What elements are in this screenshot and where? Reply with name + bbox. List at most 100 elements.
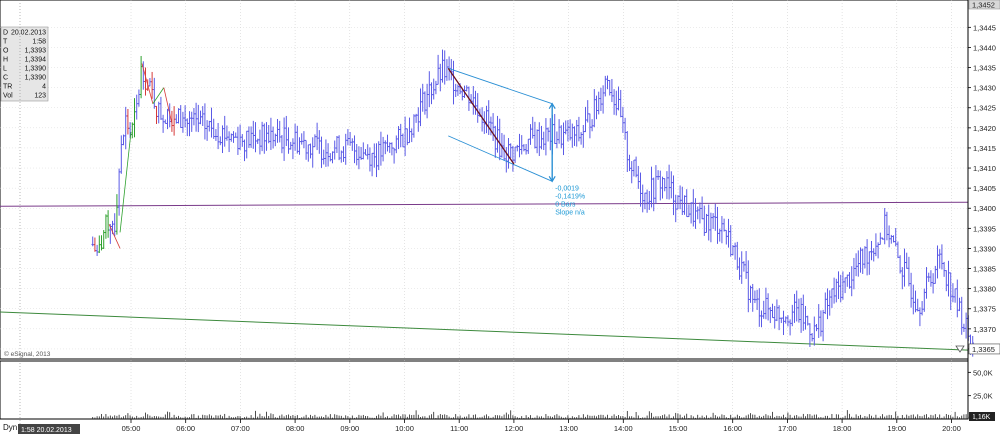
price-tick-label: 1,3400 — [973, 204, 996, 213]
time-tick-label: 17:00 — [778, 424, 797, 433]
swing-line — [163, 87, 173, 124]
volume-last-box — [969, 412, 995, 421]
swing-line — [119, 131, 132, 233]
price-tick-label: 1,3430 — [973, 84, 996, 93]
time-tick-label: 05:00 — [122, 424, 141, 433]
volume-tick-label: 50,0K — [973, 368, 993, 377]
ohlc-bar — [839, 274, 842, 303]
time-tick-label: 06:00 — [176, 424, 195, 433]
price-bars — [91, 49, 974, 357]
ohlc-bar — [949, 272, 952, 311]
swing-line — [141, 63, 154, 104]
cursor-time-box — [18, 424, 80, 434]
dyn-label: Dyn — [3, 423, 17, 432]
price-panel — [0, 0, 969, 360]
data-window-key: C — [3, 75, 8, 82]
ohlc-bar — [291, 138, 295, 160]
ohlc-bar — [619, 89, 622, 118]
time-tick-label: 13:00 — [559, 424, 578, 433]
price-tick-label: 1,3410 — [973, 164, 996, 173]
ohlc-bar — [368, 147, 372, 172]
ohlc-bar — [663, 178, 666, 192]
time-tick-label: 18:00 — [833, 424, 852, 433]
ohlc-bar — [280, 134, 284, 154]
ohlc-bar — [751, 283, 754, 312]
data-window-value: 123 — [34, 93, 46, 100]
data-window-key: L — [3, 66, 7, 73]
data-window-key: D — [3, 30, 8, 37]
channel-annotation-line: -0,0019 — [555, 185, 579, 192]
ohlc-bar — [254, 122, 257, 153]
ohlc-bar — [828, 290, 831, 316]
ohlc-bar — [674, 194, 677, 223]
price-tick-label: 1,3380 — [973, 285, 996, 294]
copyright-label: © eSignal, 2013 — [4, 350, 51, 358]
time-tick-label: 07:00 — [231, 424, 250, 433]
channel-annotation-line: 0 Bars — [555, 201, 576, 208]
time-axis: 05:00 06:00 07:00 08:00 09:00 10:00 11:00 12:00… — [122, 419, 961, 433]
ohlc-bar — [872, 248, 875, 262]
current-price-label: 1,3452 — [972, 1, 995, 10]
data-window-key: T — [3, 39, 8, 46]
price-tick-label: 1,3405 — [973, 184, 996, 193]
data-window-value: 1,3390 — [25, 75, 47, 82]
ohlc-bar — [302, 131, 306, 149]
ohlc-bar — [564, 120, 567, 135]
ohlc-bar — [641, 184, 644, 213]
channel-annotation-line: Slope n/a — [555, 209, 585, 216]
ohlc-bar — [927, 272, 930, 282]
swing-line — [152, 87, 165, 104]
ohlc-bar — [597, 91, 600, 115]
time-tick-label: 09:00 — [340, 424, 359, 433]
volume-panel — [0, 360, 969, 420]
channel-top — [448, 67, 553, 105]
channel-bottom — [448, 135, 553, 182]
data-window-value: 1,3393 — [25, 48, 47, 55]
gridlines — [0, 0, 968, 419]
ohlc-bar — [346, 129, 350, 146]
time-tick-label: 20:00 — [942, 424, 961, 433]
data-window-key: O — [3, 48, 9, 55]
time-tick-label: 15:00 — [669, 424, 688, 433]
ohlc-bar — [542, 131, 545, 151]
ohlc-bar — [718, 228, 721, 242]
price-tick-label: 1,3370 — [973, 325, 996, 334]
ohlc-bar — [335, 135, 339, 153]
trendline — [0, 311, 969, 351]
ohlc-bar — [817, 304, 820, 338]
ohlc-bar — [520, 135, 523, 155]
ohlc-bar — [630, 161, 633, 184]
ohlc-bar — [489, 116, 493, 136]
volume-tick-label: 25,0K — [973, 392, 993, 401]
price-tick-label: 1,3395 — [973, 224, 996, 233]
data-window-box — [0, 26, 49, 102]
ohlc-bar — [269, 117, 273, 150]
data-window-value: 1,3394 — [25, 57, 47, 64]
data-window-value: 20.02.2013 — [11, 30, 46, 37]
ohlc-bar — [905, 252, 908, 269]
ohlc-bar — [531, 116, 534, 139]
ohlc-bar — [685, 189, 688, 218]
arrow-head-bottom — [548, 176, 556, 183]
time-tick-label: 16:00 — [723, 424, 742, 433]
ohlc-bar — [762, 300, 765, 319]
time-tick-label: 11:00 — [450, 424, 468, 433]
data-window-key: TR — [3, 84, 12, 91]
ohlc-bar — [707, 204, 710, 241]
price-tick-label: 1,3435 — [973, 64, 996, 73]
linear-regression-channel — [447, 67, 556, 183]
volume-axis: 50,0K 25,0K 1,16K — [968, 368, 995, 421]
ohlc-bar — [390, 142, 394, 156]
price-tick-label: 1,3420 — [973, 124, 996, 133]
ohlc-bar — [773, 305, 776, 329]
volume-bars — [92, 410, 974, 419]
ohlc-bar — [784, 316, 787, 324]
ohlc-bar — [916, 298, 919, 312]
time-tick-label: 19:00 — [887, 424, 906, 433]
ohlc-bar — [313, 134, 317, 148]
ohlc-bar — [456, 84, 460, 96]
time-tick-label: 08:00 — [286, 424, 305, 433]
